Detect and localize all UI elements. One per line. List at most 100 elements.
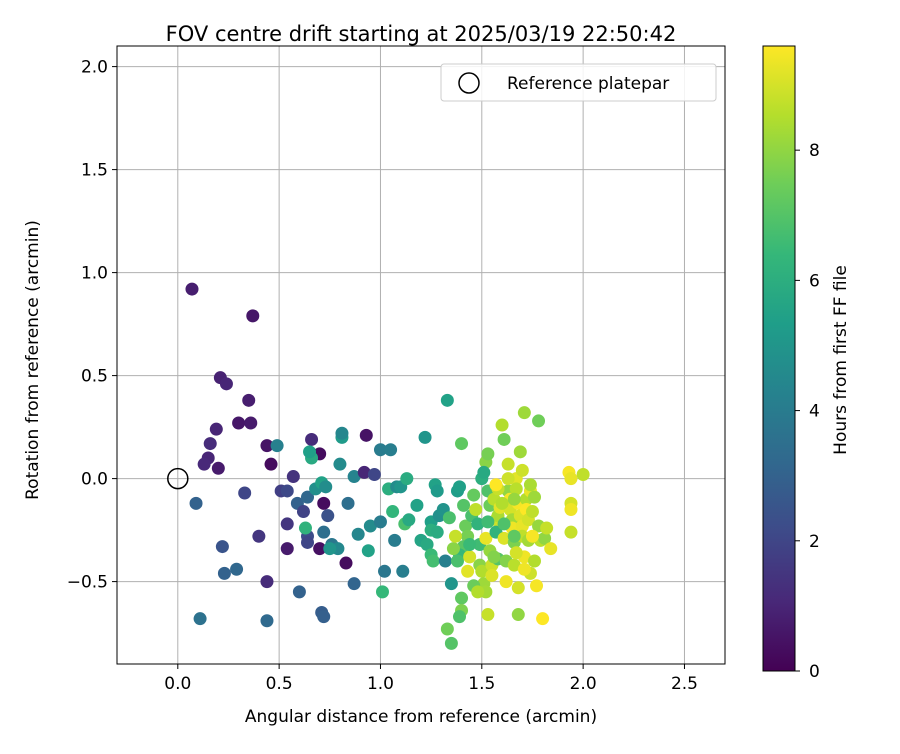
data-point xyxy=(359,428,373,442)
data-point xyxy=(499,575,513,589)
x-tick-label: 1.0 xyxy=(367,674,394,694)
data-point xyxy=(467,488,481,502)
legend-marker-reference xyxy=(458,72,480,94)
data-point xyxy=(193,612,207,626)
data-point xyxy=(388,533,402,547)
data-point xyxy=(418,430,432,444)
data-point xyxy=(497,432,511,446)
x-axis-label: Angular distance from reference (arcmin) xyxy=(245,707,597,727)
data-point xyxy=(301,535,315,549)
legend-label-reference: Reference platepar xyxy=(507,74,669,94)
x-tick-label: 2.0 xyxy=(570,674,597,694)
data-point xyxy=(446,542,460,556)
data-point xyxy=(333,457,347,471)
data-point xyxy=(540,521,554,535)
plot-frame xyxy=(116,45,726,665)
data-point xyxy=(444,636,458,650)
data-point xyxy=(477,465,491,479)
data-point xyxy=(497,531,511,545)
reference-layer xyxy=(167,467,189,490)
data-point xyxy=(507,529,521,543)
data-point xyxy=(321,509,335,523)
data-point xyxy=(426,554,440,568)
data-point xyxy=(252,529,266,543)
data-point xyxy=(463,538,477,552)
data-point xyxy=(463,550,477,564)
y-tick-label: −0.5 xyxy=(67,573,108,593)
data-point xyxy=(479,531,493,545)
colorbar-label: Hours from first FF file xyxy=(831,265,851,455)
data-point xyxy=(438,554,452,568)
data-point xyxy=(378,564,392,578)
data-point xyxy=(517,562,531,576)
legend-box xyxy=(440,63,717,102)
y-tick-label: 1.5 xyxy=(81,161,108,181)
data-point xyxy=(384,443,398,457)
data-point xyxy=(313,542,327,556)
data-point xyxy=(185,282,199,296)
data-point xyxy=(564,472,578,486)
data-point xyxy=(527,554,541,568)
data-point xyxy=(442,511,456,525)
data-point xyxy=(453,610,467,624)
data-point xyxy=(280,517,294,531)
data-point xyxy=(298,521,312,535)
data-point xyxy=(527,490,541,504)
data-point xyxy=(323,542,337,556)
data-point xyxy=(455,591,469,605)
data-point xyxy=(260,614,274,628)
data-point xyxy=(544,542,558,556)
data-point xyxy=(459,519,473,533)
data-point xyxy=(317,496,331,510)
grid-layer xyxy=(117,46,725,664)
data-point xyxy=(400,472,414,486)
data-point xyxy=(501,457,515,471)
data-point xyxy=(457,498,471,512)
data-point xyxy=(497,517,511,531)
y-ticks: −0.5 0.0 0.5 1.0 1.5 2.0 xyxy=(67,58,117,593)
data-point xyxy=(341,496,355,510)
data-point xyxy=(525,529,539,543)
data-point xyxy=(402,513,416,527)
data-point xyxy=(211,461,225,475)
data-point xyxy=(280,542,294,556)
data-point xyxy=(475,564,489,578)
data-point xyxy=(339,556,353,570)
data-point xyxy=(260,575,274,589)
data-point xyxy=(455,437,469,451)
reference-platepar-marker xyxy=(167,467,189,490)
data-point xyxy=(481,515,495,529)
data-point xyxy=(538,531,552,545)
data-point xyxy=(471,585,485,599)
data-point xyxy=(448,529,462,543)
data-point xyxy=(532,414,546,428)
data-point xyxy=(507,558,521,572)
data-point xyxy=(501,472,515,486)
colorbar-tick-label: 2 xyxy=(809,532,820,552)
data-point xyxy=(453,480,467,494)
points-layer xyxy=(185,282,590,650)
data-point xyxy=(440,393,454,407)
data-point xyxy=(513,445,527,459)
data-point xyxy=(242,393,256,407)
data-point xyxy=(347,470,361,484)
data-point xyxy=(444,577,458,591)
data-point xyxy=(523,478,537,492)
data-point xyxy=(489,478,503,492)
data-point xyxy=(509,546,523,560)
y-tick-label: 0.0 xyxy=(81,470,108,490)
data-point xyxy=(375,585,389,599)
data-point xyxy=(246,309,260,323)
data-point xyxy=(203,437,217,451)
colorbar-tick-label: 6 xyxy=(809,271,820,291)
data-point xyxy=(317,525,331,539)
data-point xyxy=(469,503,483,516)
data-point xyxy=(507,492,521,506)
colorbar: 0 2 4 6 8 Hours from first FF file xyxy=(762,45,851,682)
data-point xyxy=(373,443,387,457)
x-tick-label: 2.5 xyxy=(671,674,698,694)
data-point xyxy=(495,496,509,510)
data-point xyxy=(420,538,434,552)
data-point xyxy=(564,525,578,539)
data-point xyxy=(373,515,387,529)
